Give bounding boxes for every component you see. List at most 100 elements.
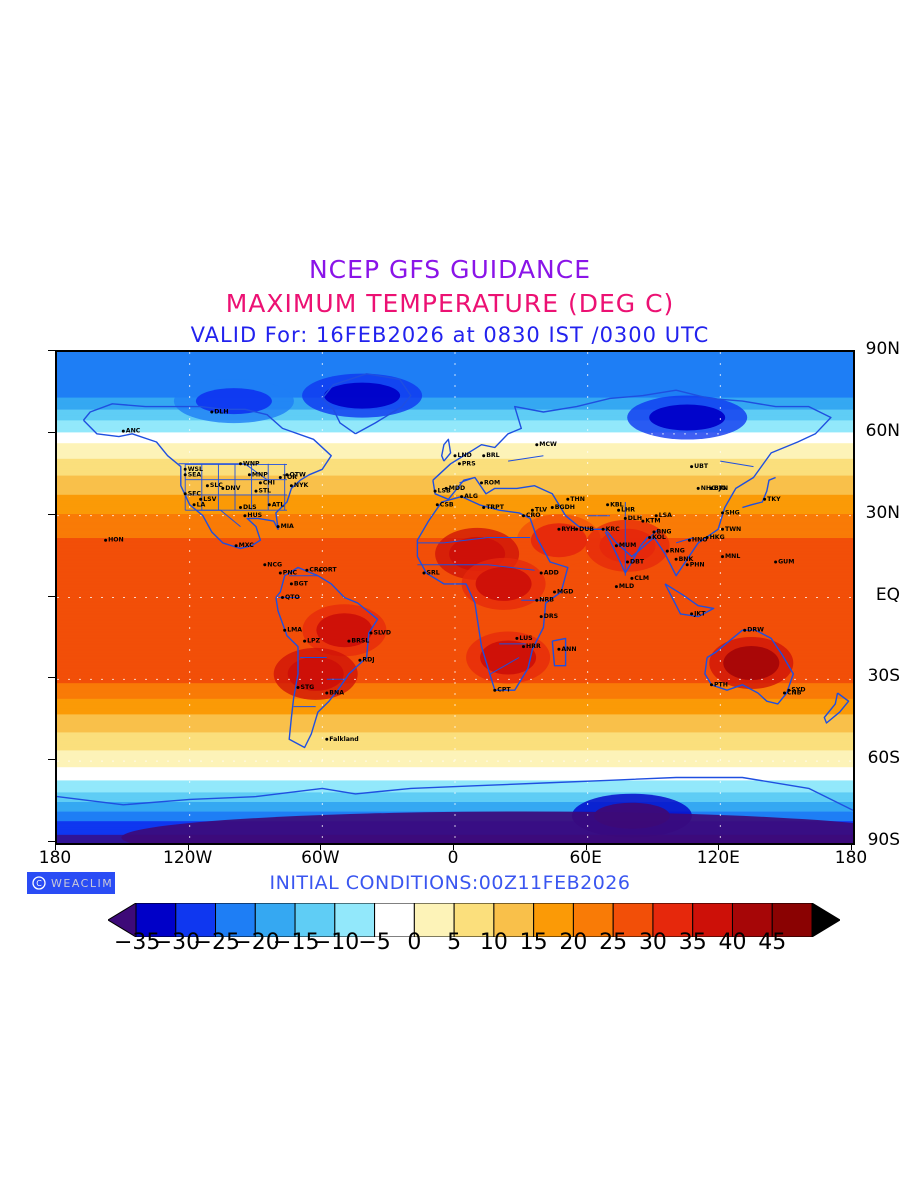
svg-text:SYD: SYD xyxy=(791,687,805,694)
lat-tick xyxy=(48,677,55,679)
svg-text:BRL: BRL xyxy=(486,452,499,459)
svg-text:MIA: MIA xyxy=(281,523,294,530)
svg-text:HRR: HRR xyxy=(526,643,541,650)
svg-text:NHG: NHG xyxy=(701,485,716,492)
svg-text:DNV: DNV xyxy=(225,485,240,492)
svg-text:RNG: RNG xyxy=(670,548,685,555)
lon-tick-label: 180 xyxy=(38,848,72,868)
lon-tick-label: 60W xyxy=(301,848,340,868)
svg-text:DLH: DLH xyxy=(628,515,642,522)
svg-text:Falkland: Falkland xyxy=(329,736,358,743)
svg-text:RDJ: RDJ xyxy=(362,657,374,664)
svg-text:JKT: JKT xyxy=(693,610,706,617)
svg-text:ATL: ATL xyxy=(272,501,285,508)
lon-tick xyxy=(187,843,189,850)
colorbar-tick-label: 0 xyxy=(407,930,422,955)
svg-text:BNK: BNK xyxy=(679,556,694,563)
svg-text:KRC: KRC xyxy=(606,526,621,533)
weaclim-badge[interactable]: C WEACLIM xyxy=(27,872,115,894)
svg-text:SRL: SRL xyxy=(427,570,440,577)
svg-text:ADD: ADD xyxy=(544,570,559,577)
colorbar-tick-label: −5 xyxy=(358,930,391,955)
svg-text:STG: STG xyxy=(301,684,315,691)
svg-text:TKY: TKY xyxy=(767,496,781,503)
svg-text:C: C xyxy=(36,879,42,888)
lon-tick xyxy=(453,843,454,850)
svg-text:TRPT: TRPT xyxy=(486,504,505,511)
svg-text:TOR: TOR xyxy=(283,474,297,481)
svg-text:NCG: NCG xyxy=(267,561,282,568)
svg-text:PRS: PRS xyxy=(462,460,476,467)
lon-tick xyxy=(851,843,852,850)
svg-text:LMA: LMA xyxy=(287,627,302,634)
lat-tick-label: 60N xyxy=(865,420,900,441)
colorbar-tick-label: −15 xyxy=(273,930,320,955)
svg-text:LPZ: LPZ xyxy=(307,638,320,645)
svg-text:ROM: ROM xyxy=(484,479,500,486)
page-subtitle: MAXIMUM TEMPERATURE (DEG C) xyxy=(225,289,675,318)
colorbar[interactable] xyxy=(108,903,840,961)
svg-text:MGD: MGD xyxy=(557,589,573,596)
svg-text:WNP: WNP xyxy=(243,460,260,467)
svg-text:NRB: NRB xyxy=(539,597,554,604)
svg-text:BJG: BJG xyxy=(714,485,726,492)
svg-text:DLH: DLH xyxy=(214,409,228,416)
svg-text:ORT: ORT xyxy=(323,567,338,574)
svg-text:KOL: KOL xyxy=(652,534,666,541)
svg-text:ALG: ALG xyxy=(464,493,478,500)
lat-tick xyxy=(48,513,55,515)
lat-tick-label: EQ xyxy=(875,584,900,605)
svg-text:BGDH: BGDH xyxy=(555,504,575,511)
svg-text:KTM: KTM xyxy=(645,518,660,525)
lon-tick xyxy=(585,843,587,850)
lat-tick-label: 30S xyxy=(867,666,900,687)
colorbar-tick-label: 20 xyxy=(559,930,588,955)
svg-text:HNO: HNO xyxy=(692,537,708,544)
svg-text:UBT: UBT xyxy=(694,463,709,470)
svg-text:MLD: MLD xyxy=(619,583,634,590)
svg-text:CRC: CRC xyxy=(309,567,323,574)
svg-text:TLV: TLV xyxy=(535,507,547,514)
svg-text:GUM: GUM xyxy=(778,559,794,566)
svg-text:LSA: LSA xyxy=(659,512,672,519)
colorbar-swatches xyxy=(108,903,840,937)
svg-text:MNP: MNP xyxy=(252,471,268,478)
lat-tick xyxy=(48,431,55,433)
svg-text:HUS: HUS xyxy=(247,512,262,519)
svg-text:LUS: LUS xyxy=(519,635,532,642)
svg-text:RYH: RYH xyxy=(561,526,575,533)
svg-text:MDD: MDD xyxy=(449,485,465,492)
svg-text:SLC: SLC xyxy=(210,482,223,489)
lat-tick-label: 90S xyxy=(867,830,900,850)
svg-text:BNA: BNA xyxy=(329,690,344,697)
svg-text:CNB: CNB xyxy=(787,690,802,697)
svg-text:LSB: LSB xyxy=(438,488,451,495)
svg-text:CSB: CSB xyxy=(440,501,454,508)
lon-tick-label: 120W xyxy=(163,848,213,868)
colorbar-tick-label: 5 xyxy=(447,930,462,955)
svg-text:BGT: BGT xyxy=(294,580,309,587)
initial-conditions-label: INITIAL CONDITIONS:00Z11FEB2026 xyxy=(269,872,631,894)
svg-text:DBT: DBT xyxy=(630,559,645,566)
svg-text:BNG: BNG xyxy=(657,529,672,536)
svg-text:ANC: ANC xyxy=(126,428,141,435)
svg-text:SEA: SEA xyxy=(188,471,202,478)
svg-text:BRSL: BRSL xyxy=(351,638,369,645)
svg-text:QTO: QTO xyxy=(285,594,300,601)
svg-text:DUB: DUB xyxy=(579,526,594,533)
world-temperature-map[interactable]: ANC DLH WSL SEA WNP MNP OTW TOR NYK CHI DNV SLC SFC L… xyxy=(55,350,855,845)
svg-text:CLM: CLM xyxy=(634,575,649,582)
lon-tick-label: 60E xyxy=(569,848,602,868)
lat-tick xyxy=(48,759,55,761)
svg-text:HKG: HKG xyxy=(710,534,725,541)
lat-tick-label: 60S xyxy=(867,748,900,769)
colorbar-tick-label: 10 xyxy=(479,930,508,955)
lat-tick xyxy=(48,595,55,597)
copyright-icon: C xyxy=(32,876,46,890)
colorbar-tick-label: 25 xyxy=(599,930,628,955)
lon-tick-label: 180 xyxy=(834,848,868,868)
svg-text:HON: HON xyxy=(108,537,124,544)
colorbar-tick-label: −35 xyxy=(114,930,161,955)
svg-text:MUM: MUM xyxy=(619,542,636,549)
